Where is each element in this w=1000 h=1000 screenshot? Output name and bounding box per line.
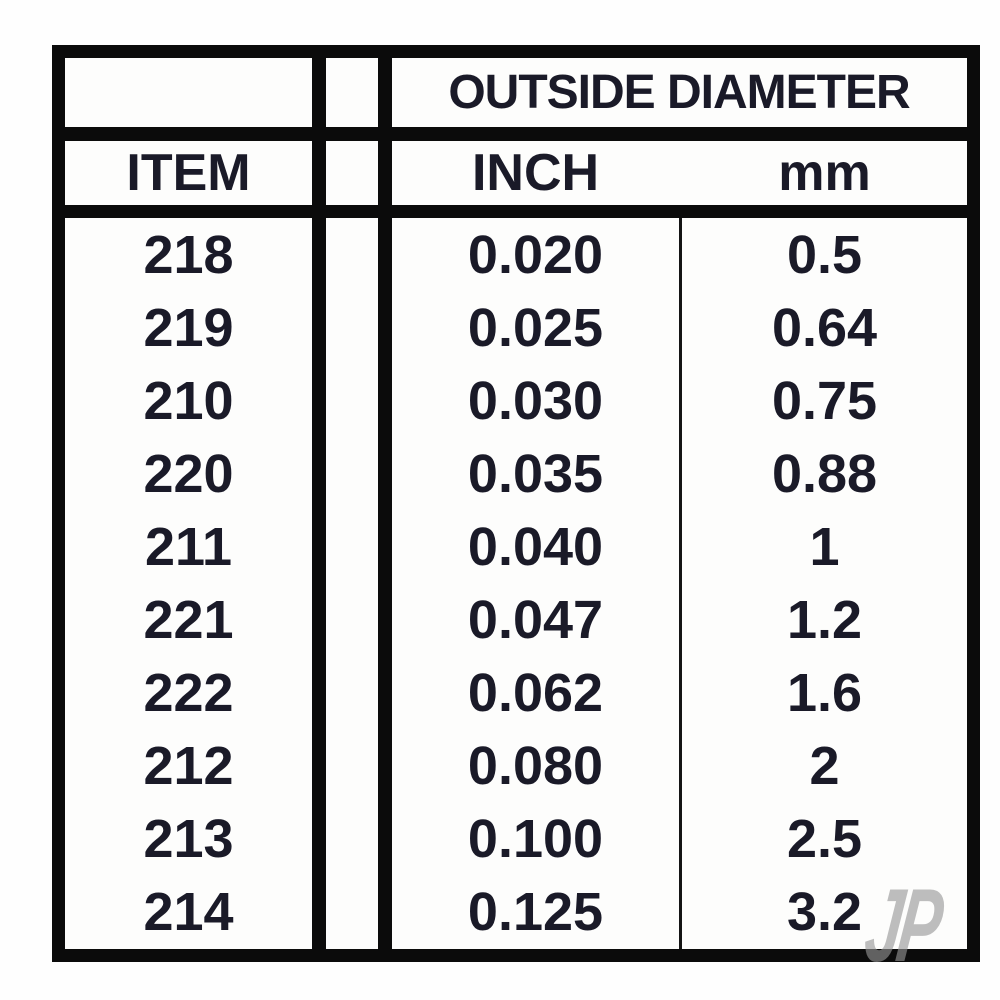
mm-column-header: mm [778,144,871,202]
item-cell: 211 [144,516,233,577]
item-cell: 213 [143,808,234,869]
mm-cell: 0.64 [771,297,878,358]
item-cell: 210 [143,370,234,431]
inch-cell: 0.100 [467,808,604,869]
item-cell: 222 [143,662,234,723]
item-cell: 212 [143,735,234,796]
inch-cell: 0.020 [467,224,604,285]
size-table: OUTSIDE DIAMETER ITEM INCH mm 218 0.020 … [52,45,980,962]
item-cell: 221 [143,589,234,650]
item-cell: 218 [143,224,234,285]
divider-below-column-headers [65,205,967,218]
inch-mm-divider [679,218,682,949]
inch-cell: 0.030 [467,370,604,431]
mm-cell: 1.2 [786,589,863,650]
inch-cell: 0.047 [467,589,604,650]
mm-cell: 1.6 [786,662,863,723]
inch-cell: 0.062 [467,662,604,723]
inch-column-header: INCH [471,144,600,202]
mm-cell: 1 [809,516,840,577]
gutter-right-border [378,58,392,949]
mm-cell: 2 [809,735,840,796]
mm-cell: 0.75 [771,370,878,431]
inch-cell: 0.080 [467,735,604,796]
mm-cell: 0.88 [771,443,878,504]
mm-cell: 0.5 [786,224,863,285]
inch-cell: 0.040 [467,516,604,577]
outside-diameter-group-header: OUTSIDE DIAMETER [448,65,910,119]
inch-cell: 0.025 [467,297,604,358]
inch-cell: 0.035 [467,443,604,504]
divider-below-group-header [65,127,967,141]
mm-cell: 2.5 [786,808,863,869]
inch-cell: 0.125 [467,881,604,942]
item-cell: 219 [143,297,234,358]
item-cell: 220 [143,443,234,504]
gutter-left-border [312,58,326,949]
item-column-header: ITEM [126,144,251,202]
item-cell: 214 [143,881,234,942]
mm-cell: 3.2 [786,881,863,942]
